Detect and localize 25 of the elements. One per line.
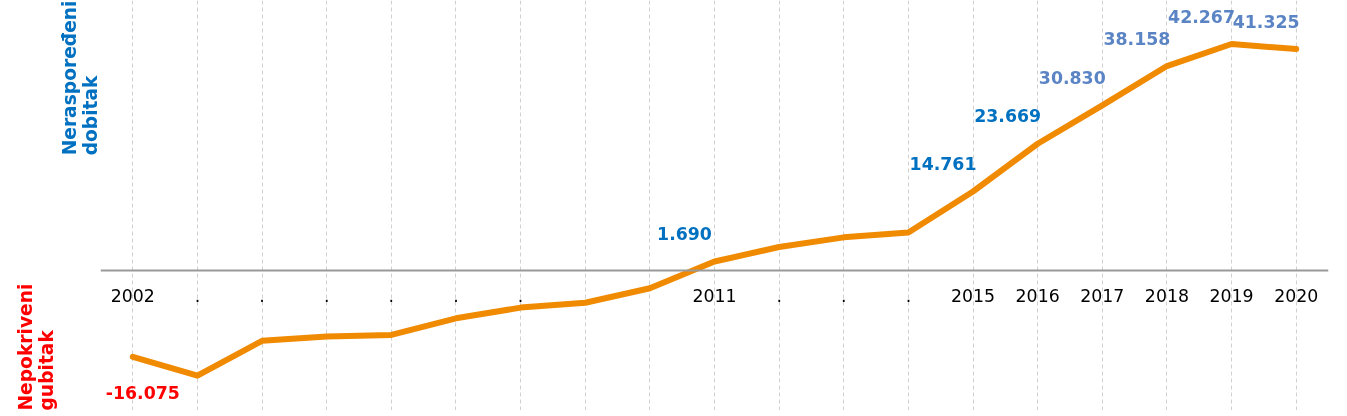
data-label: -16.075 xyxy=(105,383,180,404)
x-tick-label: 2019 xyxy=(1209,285,1254,306)
x-tick-label: . xyxy=(323,285,330,306)
data-label: 23.669 xyxy=(974,106,1042,127)
x-tick-label: 2002 xyxy=(110,285,155,306)
data-label: 1.690 xyxy=(657,224,712,245)
x-tick-label: . xyxy=(841,285,847,306)
x-tick-label: 2011 xyxy=(692,285,737,306)
x-tick-label: . xyxy=(517,285,524,306)
x-tick-label: . xyxy=(453,285,459,306)
x-tick-label: . xyxy=(194,285,201,306)
x-tick-label: 2015 xyxy=(950,285,996,306)
text: Nepokriveni gubitak xyxy=(14,283,57,411)
x-tick-label: . xyxy=(905,285,912,306)
data-label: 38.158 xyxy=(1103,28,1171,49)
data-label: 14.761 xyxy=(909,153,977,174)
annotation: Neraspoređeni dobitak xyxy=(58,0,101,156)
x-tick-label: 2017 xyxy=(1080,285,1125,306)
x-tick-label: . xyxy=(388,285,395,306)
x-tick-label: 2016 xyxy=(1015,285,1060,306)
x-tick-label: . xyxy=(776,285,782,306)
x-tick-label: 2020 xyxy=(1274,285,1319,306)
x-tick-label: . xyxy=(259,285,265,306)
x-tick-label: 2018 xyxy=(1144,285,1189,306)
data-label: 30.830 xyxy=(1038,67,1106,88)
